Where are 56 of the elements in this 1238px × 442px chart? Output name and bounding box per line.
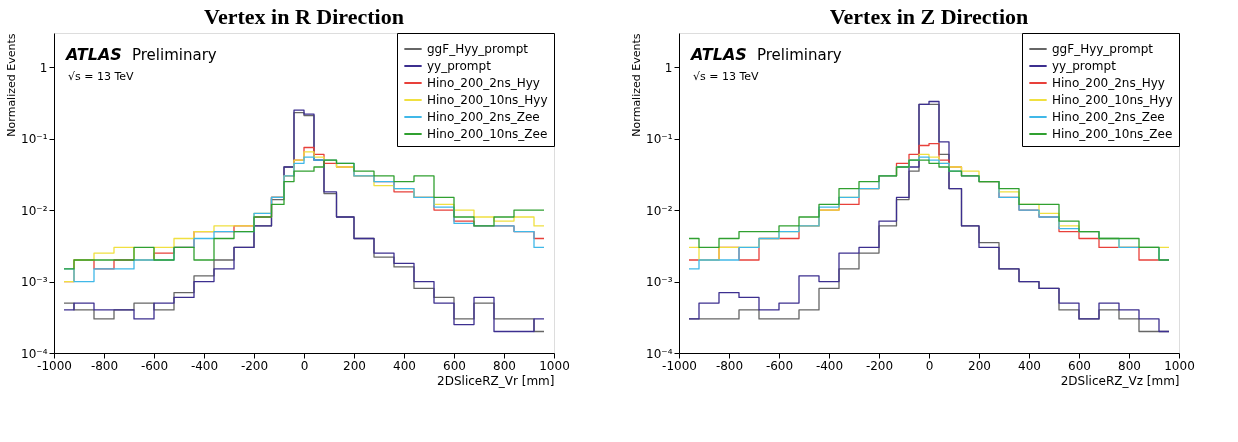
annotation: Preliminary (132, 46, 217, 64)
annotation: ATLAS (64, 45, 122, 64)
x-tick-label: -400 (815, 358, 844, 373)
y-tick-label: 10⁻² (21, 203, 48, 218)
x-tick-label: -800 (90, 358, 119, 373)
chart-title: Vertex in Z Direction (829, 3, 1029, 29)
x-tick-label: -400 (190, 358, 219, 373)
legend-label: Hino_200_2ns_Hyy (1052, 76, 1165, 90)
annotation: √s = 13 TeV (68, 70, 135, 83)
legend-label: yy_prompt (427, 59, 492, 73)
y-tick-label: 10⁻² (646, 203, 673, 218)
x-tick-label: 600 (1068, 358, 1091, 373)
legend-label: yy_prompt (1052, 59, 1117, 73)
annotation: ATLAS (689, 45, 747, 64)
legend-label: Hino_200_10ns_Zee (427, 127, 548, 141)
x-axis-title: 2DSliceRZ_Vr [mm] (437, 373, 555, 388)
x-tick-label: -1000 (37, 358, 72, 373)
x-tick-label: 400 (393, 358, 416, 373)
legend-label: Hino_200_2ns_Zee (1052, 110, 1165, 124)
x-tick-label: 200 (343, 358, 366, 373)
x-tick-label: 400 (1018, 358, 1041, 373)
x-tick-label: 600 (443, 358, 466, 373)
x-tick-label: 0 (300, 358, 309, 373)
x-tick-label: -200 (865, 358, 894, 373)
legend-label: Hino_200_10ns_Hyy (1052, 93, 1173, 107)
x-tick-label: -1000 (662, 358, 697, 373)
legend-label: ggF_Hyy_prompt (427, 42, 529, 56)
y-tick-label: 10⁻⁴ (21, 346, 48, 361)
x-axis-title: 2DSliceRZ_Vz [mm] (1060, 373, 1180, 388)
x-tick-label: 200 (968, 358, 991, 373)
y-tick-label: 10⁻³ (21, 275, 48, 290)
annotation: Preliminary (757, 46, 842, 64)
y-tick-label: 10⁻⁴ (646, 346, 673, 361)
y-tick-label: 1 (664, 60, 673, 75)
legend-label: Hino_200_2ns_Hyy (427, 76, 540, 90)
x-tick-label: 800 (493, 358, 516, 373)
chart-title: Vertex in R Direction (204, 3, 404, 29)
y-tick-label: 10⁻³ (646, 275, 673, 290)
x-tick-label: -800 (715, 358, 744, 373)
x-tick-label: -600 (140, 358, 169, 373)
legend-label: ggF_Hyy_prompt (1052, 42, 1154, 56)
legend-label: Hino_200_2ns_Zee (427, 110, 540, 124)
x-tick-label: -600 (765, 358, 794, 373)
y-axis-title: Normalized Events (5, 33, 19, 137)
y-tick-label: 10⁻¹ (646, 132, 673, 147)
legend-label: Hino_200_10ns_Zee (1052, 127, 1173, 141)
x-tick-label: 800 (1118, 358, 1141, 373)
x-tick-label: 1000 (539, 358, 570, 373)
x-tick-label: -200 (240, 358, 269, 373)
y-axis-title: Normalized Events (630, 33, 644, 137)
y-tick-label: 1 (39, 60, 48, 75)
legend-label: Hino_200_10ns_Hyy (427, 93, 548, 107)
y-tick-label: 10⁻¹ (21, 132, 48, 147)
annotation: √s = 13 TeV (693, 70, 760, 83)
x-tick-label: 1000 (1164, 358, 1195, 373)
x-tick-label: 0 (925, 358, 934, 373)
